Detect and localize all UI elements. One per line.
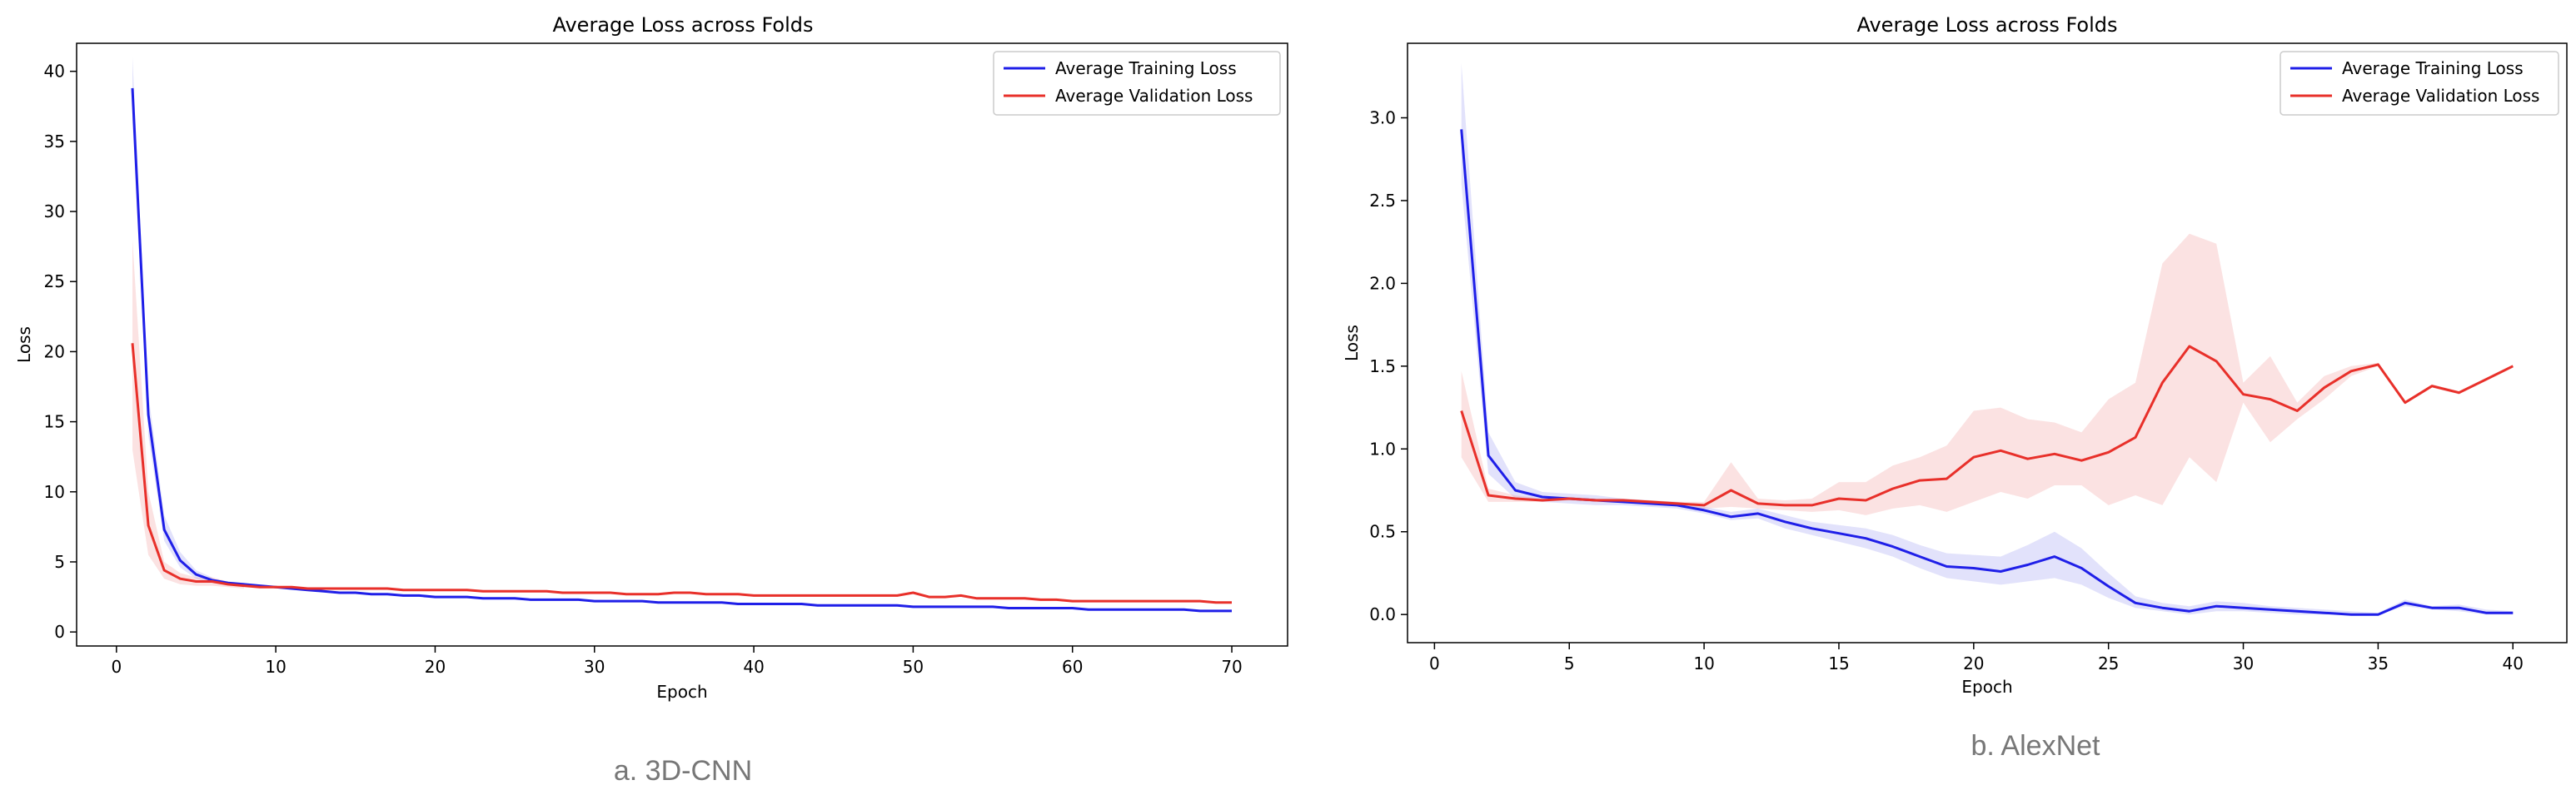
y-tick-label: 3.0 xyxy=(1369,108,1396,128)
x-tick-label: 5 xyxy=(1564,653,1575,673)
training-loss-line xyxy=(1460,129,2514,616)
y-tick-label: 0 xyxy=(54,622,65,642)
x-tick-label: 40 xyxy=(743,657,764,677)
x-tick-label: 0 xyxy=(1429,653,1440,673)
y-tick-label: 5 xyxy=(54,552,65,572)
y-tick-label: 15 xyxy=(44,412,65,432)
x-tick-label: 60 xyxy=(1062,657,1083,677)
y-axis-ticks: 0.0 0.5 1.0 1.5 2.0 2.5 3.0 xyxy=(1369,108,1408,624)
x-tick-label: 10 xyxy=(1693,653,1714,673)
legend: Average Training Loss Average Validation… xyxy=(2280,51,2559,116)
y-tick-label: 2.0 xyxy=(1369,273,1396,293)
y-tick-label: 40 xyxy=(44,62,65,82)
x-tick-label: 10 xyxy=(265,657,286,677)
series-lines xyxy=(1460,129,2514,616)
y-tick-label: 1.0 xyxy=(1369,439,1396,459)
x-tick-label: 20 xyxy=(425,657,446,677)
plot-area-frame xyxy=(1407,42,2568,643)
y-axis-ticks: 0 5 10 15 20 25 30 35 40 xyxy=(44,62,77,642)
training-loss-band xyxy=(1461,62,2514,615)
legend-label-training: Average Training Loss xyxy=(1055,58,1237,78)
plot-area-frame xyxy=(76,42,1288,647)
validation-loss-line xyxy=(131,343,1232,604)
chart-alexnet: Average Loss across Folds 0 5 10 15 20 25 30 35… xyxy=(1342,13,2568,697)
y-tick-label: 1.5 xyxy=(1369,356,1396,376)
series-lines xyxy=(131,87,1232,613)
y-tick-label: 30 xyxy=(44,201,65,221)
x-tick-label: 30 xyxy=(2233,653,2254,673)
y-tick-label: 20 xyxy=(44,341,65,361)
x-tick-label: 40 xyxy=(2503,653,2524,673)
x-axis-ticks: 0 10 20 30 40 50 60 70 xyxy=(111,646,1243,677)
y-axis-label: Loss xyxy=(14,326,34,363)
confidence-bands xyxy=(132,57,244,589)
chart-title: Average Loss across Folds xyxy=(552,13,813,37)
y-tick-label: 35 xyxy=(44,132,65,152)
y-tick-label: 25 xyxy=(44,271,65,291)
validation-loss-band xyxy=(1461,233,2514,515)
x-tick-label: 30 xyxy=(584,657,605,677)
x-tick-label: 70 xyxy=(1221,657,1242,677)
training-loss-line xyxy=(131,87,1232,613)
chart-title: Average Loss across Folds xyxy=(1856,13,2117,37)
caption-a: a. 3D-CNN xyxy=(614,755,752,787)
legend-label-validation: Average Validation Loss xyxy=(1055,86,1253,106)
x-tick-label: 0 xyxy=(111,657,122,677)
y-axis-label: Loss xyxy=(1342,325,1362,361)
y-tick-label: 0.5 xyxy=(1369,522,1396,542)
x-axis-label: Epoch xyxy=(656,682,707,702)
legend: Average Training Loss Average Validation… xyxy=(993,51,1281,116)
legend-label-validation: Average Validation Loss xyxy=(2342,86,2539,106)
x-tick-label: 20 xyxy=(1963,653,1984,673)
x-axis-ticks: 0 5 10 15 20 25 30 35 40 xyxy=(1429,643,2524,673)
legend-box xyxy=(2280,51,2559,116)
x-axis-label: Epoch xyxy=(1961,677,2012,697)
x-tick-label: 25 xyxy=(2098,653,2119,673)
legend-box xyxy=(993,51,1281,116)
chart-3d-cnn: Average Loss across Folds 0 10 20 30 40 50 60 7… xyxy=(14,13,1288,702)
y-tick-label: 0.0 xyxy=(1369,604,1396,624)
x-tick-label: 15 xyxy=(1828,653,1849,673)
y-tick-label: 10 xyxy=(44,482,65,502)
x-tick-label: 50 xyxy=(903,657,924,677)
x-tick-label: 35 xyxy=(2368,653,2389,673)
confidence-bands xyxy=(1461,62,2514,615)
caption-b: b. AlexNet xyxy=(1971,730,2101,762)
validation-loss-line xyxy=(1460,345,2514,507)
legend-label-training: Average Training Loss xyxy=(2342,58,2524,78)
y-tick-label: 2.5 xyxy=(1369,191,1396,211)
